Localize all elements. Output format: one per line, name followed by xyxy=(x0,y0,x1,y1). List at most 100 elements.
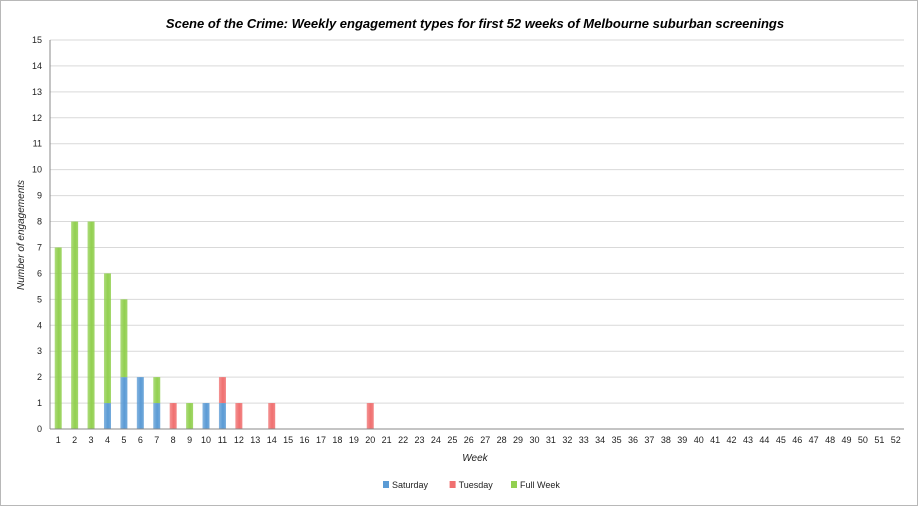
x-tick-label: 31 xyxy=(546,435,556,445)
bar-saturday-week-4 xyxy=(103,403,111,429)
bar-full-week-week-1 xyxy=(54,247,62,429)
x-tick-label: 27 xyxy=(480,435,490,445)
x-tick-label: 2 xyxy=(72,435,77,445)
x-tick-label: 10 xyxy=(201,435,211,445)
chart-title: Scene of the Crime: Weekly engagement ty… xyxy=(165,16,785,31)
y-tick-label: 3 xyxy=(37,346,42,356)
x-tick-label: 8 xyxy=(171,435,176,445)
x-tick-label: 41 xyxy=(710,435,720,445)
x-tick-label: 39 xyxy=(677,435,687,445)
x-tick-label: 17 xyxy=(316,435,326,445)
y-tick-label: 13 xyxy=(32,87,42,97)
bar-tuesday-week-14 xyxy=(268,403,276,429)
y-tick-label: 2 xyxy=(37,372,42,382)
x-tick-label: 1 xyxy=(56,435,61,445)
x-tick-label: 30 xyxy=(529,435,539,445)
x-tick-label: 44 xyxy=(759,435,769,445)
bar-full-week-week-7 xyxy=(153,377,161,404)
grid-lines xyxy=(50,39,904,404)
y-axis-title: Number of engagements xyxy=(16,180,27,290)
x-tick-label: 12 xyxy=(234,435,244,445)
x-tick-label: 25 xyxy=(447,435,457,445)
bar-full-week-week-2 xyxy=(71,221,79,429)
bar-tuesday-week-11 xyxy=(218,377,226,404)
legend-swatch-full-week xyxy=(511,481,517,488)
x-tick-label: 36 xyxy=(628,435,638,445)
y-tick-label: 1 xyxy=(37,398,42,408)
x-tick-label: 29 xyxy=(513,435,523,445)
y-tick-label: 4 xyxy=(37,320,42,330)
y-tick-label: 10 xyxy=(32,165,42,175)
legend: Saturday Tuesday Full Week xyxy=(383,480,560,490)
y-tick-label: 0 xyxy=(37,424,42,434)
bar-saturday-week-6 xyxy=(136,377,144,429)
x-tick-label: 23 xyxy=(415,435,425,445)
x-tick-label: 16 xyxy=(300,435,310,445)
x-tick-label: 20 xyxy=(365,435,375,445)
x-axis-title: Week xyxy=(462,453,488,464)
bar-saturday-week-10 xyxy=(202,403,210,429)
legend-swatch-tuesday xyxy=(449,481,456,488)
x-tick-label: 43 xyxy=(743,435,753,445)
x-tick-label: 11 xyxy=(218,435,227,445)
legend-label: Full Week xyxy=(520,480,560,490)
x-tick-label: 14 xyxy=(267,435,277,445)
x-tick-label: 52 xyxy=(891,435,901,445)
x-tick-label: 34 xyxy=(595,435,605,445)
x-tick-label: 32 xyxy=(562,435,572,445)
legend-label: Saturday xyxy=(392,480,429,490)
x-tick-label: 48 xyxy=(825,435,835,445)
x-tick-label: 19 xyxy=(349,435,359,445)
x-tick-label: 45 xyxy=(776,435,786,445)
x-tick-label: 18 xyxy=(332,435,342,445)
x-tick-label: 21 xyxy=(382,435,392,445)
x-tick-label: 28 xyxy=(497,435,507,445)
bar-saturday-week-7 xyxy=(153,403,161,429)
x-tick-label: 22 xyxy=(398,435,408,445)
x-tick-label: 9 xyxy=(187,435,192,445)
bar-tuesday-week-8 xyxy=(169,403,177,429)
y-tick-label: 7 xyxy=(37,242,42,252)
x-tick-label: 37 xyxy=(644,435,654,445)
bars xyxy=(54,221,374,429)
x-tick-label: 38 xyxy=(661,435,671,445)
x-tick-label: 40 xyxy=(694,435,704,445)
x-tick-label: 33 xyxy=(579,435,589,445)
axes xyxy=(49,40,904,430)
x-tick-label: 5 xyxy=(121,435,126,445)
bar-saturday-week-11 xyxy=(218,403,226,429)
x-tick-label: 26 xyxy=(464,435,474,445)
y-tick-label: 12 xyxy=(32,113,42,123)
y-tick-label: 9 xyxy=(37,191,42,201)
x-tick-label: 46 xyxy=(792,435,802,445)
legend-swatch-saturday xyxy=(383,481,389,488)
x-tick-label: 7 xyxy=(154,435,159,445)
y-tick-label: 11 xyxy=(33,139,42,149)
x-tick-label: 15 xyxy=(283,435,293,445)
y-tick-label: 6 xyxy=(37,268,42,278)
bar-saturday-week-5 xyxy=(120,377,128,429)
y-tick-label: 14 xyxy=(32,61,42,71)
bar-full-week-week-9 xyxy=(186,403,194,429)
x-tick-label: 24 xyxy=(431,435,441,445)
bar-full-week-week-3 xyxy=(87,221,95,429)
x-tick-label: 42 xyxy=(727,435,737,445)
y-tick-label: 15 xyxy=(32,35,42,45)
bar-tuesday-week-20 xyxy=(366,403,374,429)
legend-label: Tuesday xyxy=(459,480,494,490)
x-tick-label: 51 xyxy=(874,435,884,445)
x-tick-label: 47 xyxy=(809,435,819,445)
x-tick-label: 6 xyxy=(138,435,143,445)
x-tick-label: 4 xyxy=(105,435,110,445)
x-tick-label: 50 xyxy=(858,435,868,445)
bar-full-week-week-5 xyxy=(120,299,128,378)
x-tick-label: 3 xyxy=(89,435,94,445)
bar-full-week-week-4 xyxy=(103,273,111,404)
x-tick-label: 35 xyxy=(612,435,622,445)
bar-tuesday-week-12 xyxy=(235,403,243,429)
x-tick-label: 49 xyxy=(842,435,852,445)
y-tick-label: 8 xyxy=(37,217,42,227)
